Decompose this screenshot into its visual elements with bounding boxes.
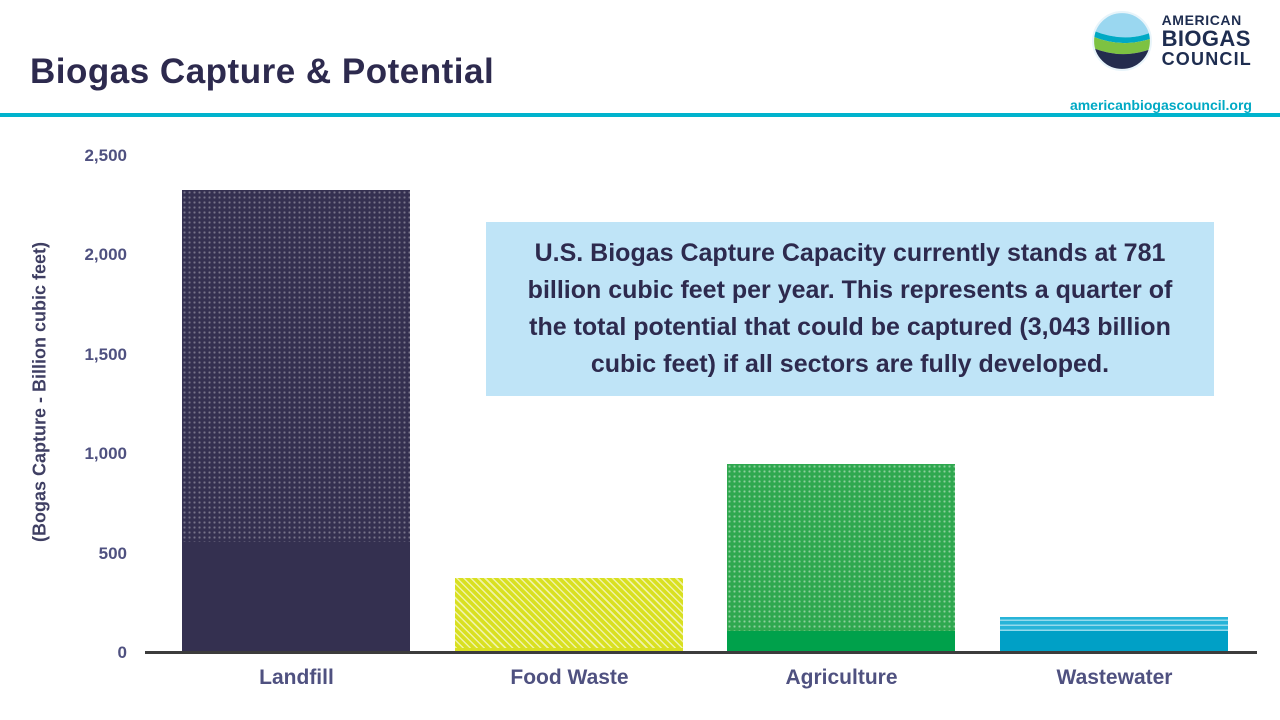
y-axis-label: (Bogas Capture - Billion cubic feet) <box>29 241 50 543</box>
y-tick-label: 2,000 <box>84 245 127 265</box>
bar-agriculture <box>727 464 955 653</box>
x-axis-label-agriculture: Agriculture <box>785 666 898 689</box>
y-tick-label: 1,500 <box>84 344 127 364</box>
logo-word-council: COUNCIL <box>1161 49 1252 70</box>
y-tick-label: 2,500 <box>84 146 127 165</box>
bar-segment-capture-agriculture <box>727 631 955 653</box>
header-divider <box>0 113 1280 117</box>
y-tick-label: 500 <box>98 543 127 563</box>
x-axis-label-landfill: Landfill <box>259 666 334 689</box>
bar-segment-capture-food-waste <box>455 648 683 653</box>
logo-word-american: AMERICAN <box>1161 12 1242 29</box>
bar-segment-potential-wastewater <box>1000 617 1228 631</box>
info-box-text: U.S. Biogas Capture Capacity currently s… <box>527 239 1173 378</box>
bar-segment-potential-landfill <box>182 190 410 542</box>
x-axis-line <box>145 651 1257 654</box>
y-tick-label: 0 <box>117 643 127 662</box>
bar-wastewater <box>1000 617 1228 653</box>
bar-segment-potential-food-waste <box>455 578 683 648</box>
plot-area <box>160 156 1250 653</box>
bar-segment-potential-agriculture <box>727 464 955 631</box>
x-axis-labels: Landfill Food Waste Agriculture Wastewater <box>160 666 1250 700</box>
logo-wordmark: AMERICAN BIOGAS COUNCIL <box>1162 13 1252 68</box>
biogas-council-logo-icon <box>1091 10 1153 72</box>
info-box: U.S. Biogas Capture Capacity currently s… <box>486 222 1214 396</box>
page-title: Biogas Capture & Potential <box>30 52 495 91</box>
x-axis-label-wastewater: Wastewater <box>1056 666 1173 689</box>
bar-segment-capture-wastewater <box>1000 631 1228 653</box>
bar-segment-capture-landfill <box>182 542 410 653</box>
logo-word-biogas: BIOGAS <box>1161 25 1251 51</box>
bar-landfill <box>182 190 410 653</box>
american-biogas-council-logo: AMERICAN BIOGAS COUNCIL <box>1091 10 1252 72</box>
website-url: americanbiogascouncil.org <box>1069 97 1252 113</box>
x-axis-label-food-waste: Food Waste <box>510 666 629 689</box>
y-tick-label: 1,000 <box>84 444 127 464</box>
bar-food-waste <box>455 578 683 653</box>
